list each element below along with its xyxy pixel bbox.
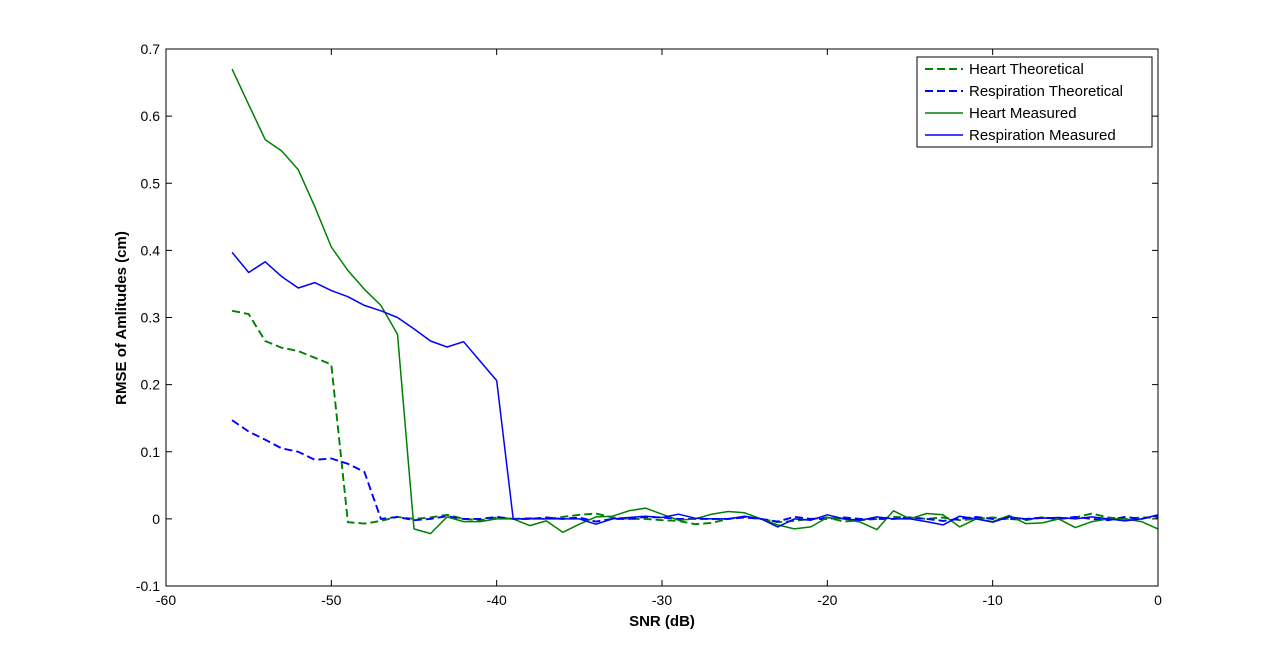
y-axis-ticks: -0.1 0 0.1 0.2 0.3 0.4 0.5 0.6 0.7 (136, 41, 1158, 594)
series-layer (231, 68, 1158, 535)
legend-label-heart-theoretical: Heart Theoretical (969, 61, 1084, 78)
y-tick-label: 0.1 (141, 444, 161, 460)
y-tick-label: 0.7 (141, 41, 161, 57)
legend-box (916, 56, 1153, 148)
x-axis-ticks: -60 -50 -40 -30 -20 -10 0 (156, 49, 1162, 608)
x-tick-label: -40 (487, 592, 507, 608)
legend-label-respiration-measured: Respiration Measured (969, 127, 1116, 144)
x-axis-label: SNR (dB) (629, 613, 695, 630)
legend-label-respiration-theoretical: Respiration Theoretical (969, 83, 1123, 100)
x-tick-label: -20 (817, 592, 837, 608)
y-tick-label: 0.3 (141, 310, 161, 326)
x-tick-label: -10 (983, 592, 1003, 608)
y-tick-label: 0.6 (141, 108, 161, 124)
legend: Heart Theoretical Respiration Theoretical… (916, 56, 1153, 148)
y-tick-label: 0.5 (141, 175, 161, 191)
x-tick-label: -50 (321, 592, 341, 608)
series-line-respiration-measured (231, 251, 1158, 528)
y-axis-label: RMSE of Amlitudes (cm) (113, 231, 130, 405)
legend-label-heart-measured: Heart Measured (969, 105, 1077, 122)
y-tick-label: 0.2 (141, 377, 161, 393)
x-tick-label: 0 (1154, 592, 1162, 608)
y-tick-label: 0.4 (141, 242, 161, 258)
y-tick-label: 0 (152, 511, 160, 527)
x-tick-label: -30 (652, 592, 672, 608)
y-tick-label: -0.1 (136, 578, 160, 594)
x-tick-label: -60 (156, 592, 176, 608)
